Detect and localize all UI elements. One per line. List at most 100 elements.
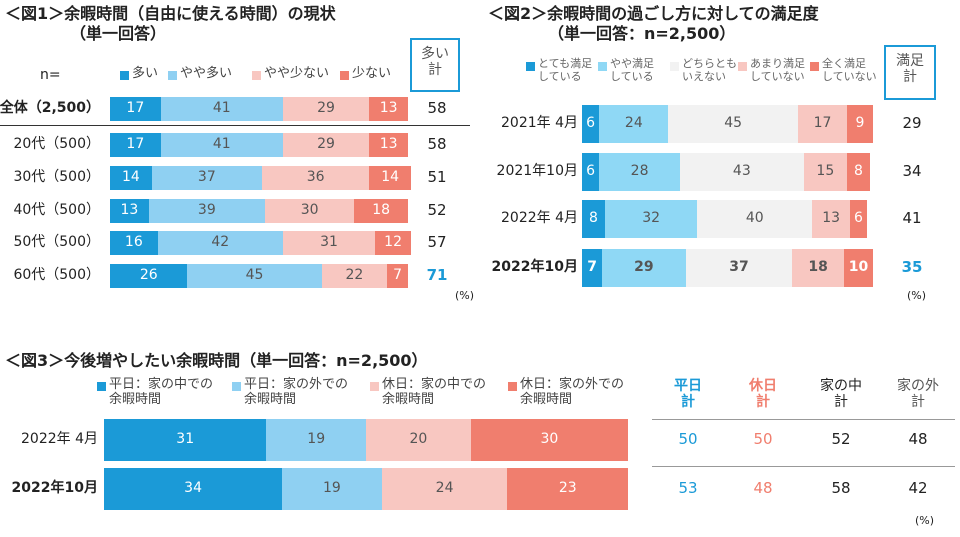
bar-segment <box>582 153 600 191</box>
summary-value: 52 <box>831 430 851 448</box>
legend-swatch <box>120 71 129 80</box>
n-label: n= <box>40 67 61 83</box>
data-label: 17 <box>813 115 832 131</box>
bar-segment <box>366 419 471 461</box>
data-label: 13 <box>120 202 139 218</box>
category-label: 2021年10月 <box>496 163 578 179</box>
legend-swatch <box>508 382 517 391</box>
bar-segment <box>110 166 152 190</box>
bar-segment <box>849 200 868 238</box>
summary-value: 53 <box>678 479 698 497</box>
legend-label: やや多い <box>180 66 233 81</box>
data-label: 13 <box>379 136 398 152</box>
data-label: 13 <box>379 100 398 116</box>
bar-segment <box>844 249 873 287</box>
legend-label: 平日：家の中での 余暇時間 <box>109 377 214 407</box>
total-value: 29 <box>902 114 922 132</box>
data-label: 23 <box>558 480 577 496</box>
legend-swatch <box>810 62 819 71</box>
total-header-box <box>410 38 460 92</box>
legend-label: やや少ない <box>264 66 330 81</box>
data-label: 6 <box>586 163 596 179</box>
data-label: 16 <box>124 234 143 250</box>
data-label: 28 <box>630 163 649 179</box>
bar-segment <box>261 166 370 190</box>
bar-segment <box>599 105 669 143</box>
legend-label: 少ない <box>352 66 392 81</box>
data-label: 17 <box>126 136 145 152</box>
bar-segment <box>668 105 798 143</box>
bar-segment <box>369 133 408 157</box>
summary-header: 休日 計 <box>749 378 777 411</box>
data-label: 19 <box>307 431 326 447</box>
bar-segment <box>151 166 262 190</box>
total-value: 41 <box>902 209 922 227</box>
data-label: 41 <box>212 100 231 116</box>
total-value: 58 <box>427 99 447 117</box>
data-label: 32 <box>642 210 661 226</box>
bar-segment <box>282 133 370 157</box>
data-label: 17 <box>126 100 145 116</box>
unit-label: (%) <box>915 514 935 527</box>
data-label: 29 <box>634 259 654 275</box>
data-label: 6 <box>586 115 596 131</box>
legend-label: 全く満足 していない <box>822 57 877 83</box>
data-label: 31 <box>176 431 195 447</box>
data-label: 40 <box>745 210 764 226</box>
data-label: 42 <box>211 234 230 250</box>
data-label: 8 <box>589 210 598 226</box>
data-label: 36 <box>306 169 325 185</box>
bar-segment <box>157 231 283 255</box>
legend-label: 休日：家の外での 余暇時間 <box>520 377 625 407</box>
bar-segment <box>266 419 366 461</box>
chart-subtitle: （単一回答） <box>70 24 167 43</box>
data-label: 7 <box>393 267 403 283</box>
legend-swatch <box>598 62 607 71</box>
bar-segment <box>160 133 283 157</box>
bar-segment <box>148 199 265 223</box>
data-label: 31 <box>320 234 338 250</box>
summary-header: 家の外 計 <box>897 378 939 411</box>
data-label: 29 <box>317 100 335 116</box>
data-label: 45 <box>245 267 264 283</box>
legend-label: 平日：家の外での 余暇時間 <box>244 377 349 407</box>
data-label: 29 <box>317 136 335 152</box>
data-label: 14 <box>381 169 400 185</box>
summary-value: 42 <box>908 479 928 497</box>
summary-header: 家の中 計 <box>820 378 862 411</box>
bar-segment <box>282 231 376 255</box>
legend-swatch <box>232 382 241 391</box>
data-label: 13 <box>822 210 841 226</box>
data-label: 39 <box>197 202 216 218</box>
table-rule <box>652 466 955 467</box>
data-label: 18 <box>372 202 391 218</box>
total-value: 57 <box>427 233 447 251</box>
legend-swatch <box>526 62 535 71</box>
legend-label: やや満足 している <box>610 57 654 83</box>
bar-segment <box>582 105 600 143</box>
bar-segment <box>110 264 188 288</box>
category-label: 30代（500） <box>13 169 100 185</box>
bar-segment <box>104 468 283 510</box>
summary-value: 48 <box>908 430 928 448</box>
bar-segment <box>110 97 161 121</box>
data-label: 37 <box>729 259 749 275</box>
unit-label: (%) <box>907 289 927 302</box>
bar-segment <box>282 97 370 121</box>
chart-title: ＜図2＞余暇時間の過ごし方に対しての満足度 <box>488 4 819 23</box>
legend-label: 休日：家の中での 余暇時間 <box>382 377 487 407</box>
data-label: 43 <box>732 163 751 179</box>
bar-segment <box>160 97 283 121</box>
bar-segment <box>602 249 686 287</box>
category-label: 2021年 4月 <box>501 115 578 131</box>
data-label: 24 <box>624 115 643 131</box>
data-label: 20 <box>409 431 428 447</box>
data-label: 45 <box>724 115 743 131</box>
legend-swatch <box>97 382 106 391</box>
summary-value: 58 <box>831 479 851 497</box>
data-label: 30 <box>300 202 319 218</box>
category-label: 2022年10月 <box>11 480 98 496</box>
bar-segment <box>110 199 149 223</box>
bar-segment <box>846 105 873 143</box>
legend-swatch <box>738 62 747 71</box>
